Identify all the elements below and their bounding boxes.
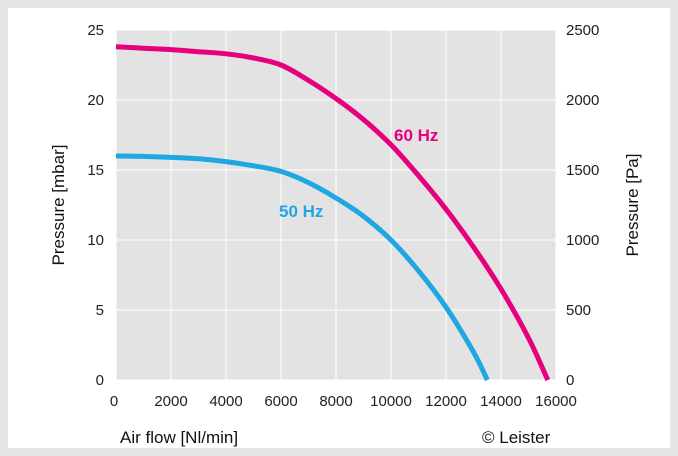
y-tick-label: 10 [87,232,104,249]
y2-tick-label: 1000 [566,232,599,249]
x-tick-label: 4000 [209,393,242,410]
x-tick-labels: 0 2000 4000 6000 8000 10000 12000 14000 16000 [110,393,577,410]
x-axis-title: Air flow [Nl/min] [120,428,239,447]
series-lines [115,44,551,382]
y-axis-title: Pressure [mbar] [49,145,68,266]
series-line-0 [115,44,551,382]
x-tick-label: 0 [110,393,118,410]
x-tick-label: 2000 [154,393,187,410]
y-tick-label: 15 [87,162,104,179]
y2-tick-label: 0 [566,372,574,389]
x-tick-label: 16000 [535,393,577,410]
x-tick-label: 12000 [425,393,467,410]
x-tick-label: 6000 [264,393,297,410]
y2-tick-label: 2000 [566,92,599,109]
y-tick-label: 25 [87,22,104,39]
y-tick-label: 5 [96,302,104,319]
x-tick-label: 14000 [480,393,522,410]
pressure-airflow-chart: 0 2000 4000 6000 8000 10000 12000 14000 16000 05… [49,22,642,410]
x-tick-label: 10000 [370,393,412,410]
y2-axis-title: Pressure [Pa] [623,154,642,257]
y-tick-label: 0 [96,372,104,389]
y-tick-label: 20 [87,92,104,109]
y2-tick-labels: 0 500 1000 1500 2000 2500 [566,22,599,389]
x-tick-label: 8000 [319,393,352,410]
series-label-60hz: 60 Hz [394,126,438,145]
copyright-text: © Leister [482,428,551,447]
series-line-1 [115,153,490,382]
y2-tick-label: 1500 [566,162,599,179]
y-tick-labels: 0 5 10 15 20 25 [87,22,104,389]
series-label-50hz: 50 Hz [279,202,323,221]
y2-tick-label: 2500 [566,22,599,39]
y2-tick-label: 500 [566,302,591,319]
